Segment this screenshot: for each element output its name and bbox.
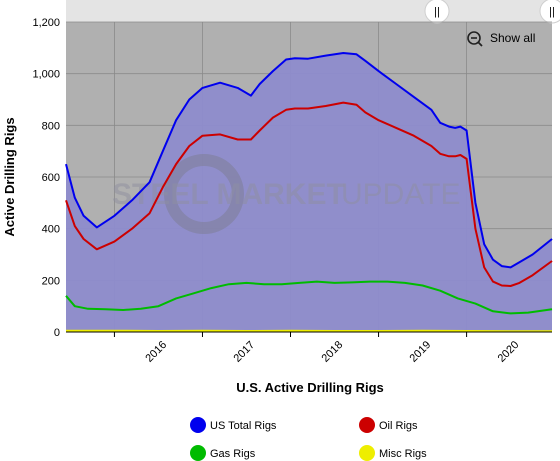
navigator-track — [66, 0, 552, 22]
navigator-right-handle[interactable]: || — [539, 0, 560, 24]
y-tick-label: 600 — [42, 172, 60, 184]
y-axis-title: Active Drilling Rigs — [2, 117, 17, 236]
legend: US Total Rigs Oil Rigs Gas Rigs Misc Rigs — [190, 417, 427, 461]
series-lines — [65, 52, 553, 333]
legend-item-gas-rigs[interactable]: Gas Rigs — [190, 445, 256, 461]
watermark-logo-ring — [164, 154, 244, 234]
legend-label: Misc Rigs — [379, 448, 427, 460]
line-us-total-rigs[interactable] — [65, 52, 553, 269]
line-misc-rigs[interactable] — [66, 329, 552, 333]
y-tick-label: 400 — [42, 224, 60, 236]
legend-swatch — [190, 445, 206, 461]
legend-label: Oil Rigs — [379, 420, 418, 432]
line-oil-rigs[interactable] — [65, 101, 553, 287]
y-axis-ticks: 0 200 400 600 800 1,000 1,200 — [32, 17, 60, 339]
y-tick-label: 0 — [54, 327, 60, 339]
series-areas — [66, 53, 552, 332]
navigator-left-handle[interactable]: || — [424, 0, 450, 24]
y-tick-label: 200 — [42, 275, 60, 287]
x-axis-title: U.S. Active Drilling Rigs — [236, 380, 384, 395]
line-gas-rigs[interactable] — [65, 280, 553, 315]
legend-item-misc-rigs[interactable]: Misc Rigs — [359, 445, 427, 461]
legend-swatch — [190, 417, 206, 433]
range-navigator[interactable]: || || — [66, 0, 560, 24]
right-handle-glyph: || — [549, 6, 555, 18]
area-us-total-rigs — [66, 53, 552, 332]
watermark-text-left: STEEL MARKET — [112, 178, 345, 211]
watermark: STEEL MARKET UPDATE — [112, 154, 460, 234]
zoom-out-icon — [467, 31, 481, 45]
legend-label: Gas Rigs — [210, 448, 256, 460]
legend-swatch — [359, 445, 375, 461]
show-all-label: Show all — [490, 31, 535, 45]
legend-item-us-total-rigs[interactable]: US Total Rigs — [190, 417, 277, 433]
left-handle-glyph: || — [434, 6, 440, 18]
legend-swatch — [359, 417, 375, 433]
watermark-text-right: UPDATE — [341, 178, 460, 211]
legend-label: US Total Rigs — [210, 420, 277, 432]
legend-item-oil-rigs[interactable]: Oil Rigs — [359, 417, 418, 433]
y-tick-label: 800 — [42, 120, 60, 132]
y-tick-label: 1,000 — [32, 69, 60, 81]
show-all-button[interactable]: Show all — [467, 31, 535, 47]
y-tick-label: 1,200 — [32, 17, 60, 29]
